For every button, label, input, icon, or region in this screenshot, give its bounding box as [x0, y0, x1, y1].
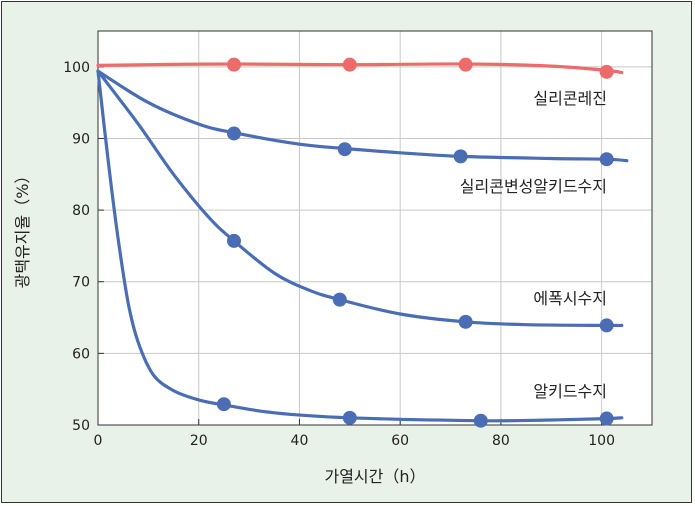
y-tick-label: 100: [63, 60, 90, 76]
series-line: [96, 69, 624, 423]
y-tick-label: 80: [72, 203, 90, 219]
data-point: [342, 57, 357, 72]
series-label: 실리콘레진: [533, 89, 607, 108]
series-line: [96, 69, 624, 328]
grid: [98, 31, 652, 425]
data-point: [599, 318, 614, 333]
series-label: 실리콘변성알키드수지: [460, 177, 607, 196]
y-tick-label: 90: [72, 131, 90, 147]
x-tick-label: 0: [94, 433, 103, 449]
series-line: [96, 62, 624, 75]
data-point: [342, 410, 357, 425]
data-point: [599, 64, 614, 79]
x-tick-label: 20: [190, 433, 208, 449]
x-tick-label: 80: [492, 433, 510, 449]
data-point: [226, 57, 241, 72]
series-label: 에폭시수지: [533, 289, 607, 308]
data-point: [216, 397, 231, 412]
y-tick-label: 70: [72, 275, 90, 291]
data-point: [599, 152, 614, 167]
y-tick-label: 60: [72, 346, 90, 362]
data-point: [337, 142, 352, 157]
x-axis-title: 가열시간（h）: [324, 467, 425, 486]
plot-area: [97, 30, 653, 426]
data-point: [226, 233, 241, 248]
plot-background: [98, 31, 652, 425]
data-point: [453, 149, 468, 164]
x-tick-label: 60: [391, 433, 409, 449]
markers: [216, 57, 614, 428]
data-point: [458, 314, 473, 329]
data-point: [473, 413, 488, 428]
x-tick-label: 100: [588, 433, 615, 449]
y-axis-title: 광택유지율（%）: [13, 168, 32, 289]
data-point: [226, 126, 241, 141]
y-tick-label: 50: [72, 418, 90, 434]
data-point: [332, 292, 347, 307]
x-tick-label: 40: [291, 433, 309, 449]
ticks: 0 20 40 60 80 100 50 60 70 80 90 100: [63, 60, 615, 449]
data-point: [599, 411, 614, 426]
data-point: [458, 57, 473, 72]
series-label: 알키드수지: [533, 382, 607, 401]
